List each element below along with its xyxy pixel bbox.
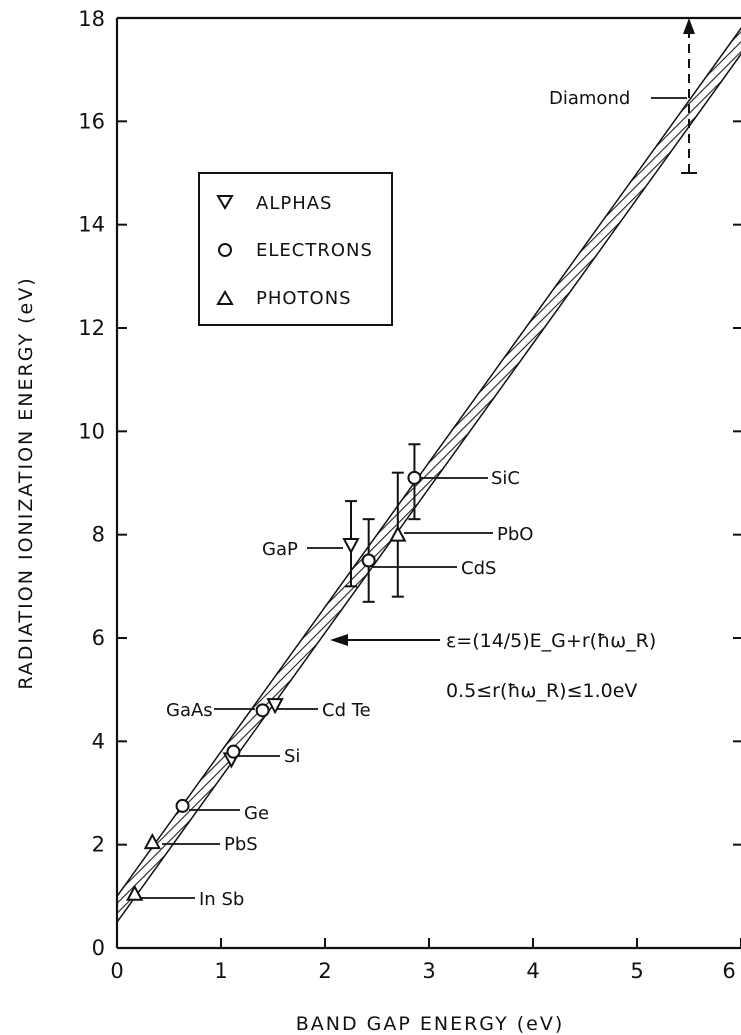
annotation-label: PbS xyxy=(224,834,258,855)
annotation-label: GaAs xyxy=(166,700,213,721)
fit-band xyxy=(117,27,741,924)
y-axis-title: RADIATION IONIZATION ENERGY (eV) xyxy=(15,276,37,689)
x-tick-label: 5 xyxy=(630,959,643,983)
legend: ALPHAS ELECTRONS PHOTONS xyxy=(198,172,393,326)
equation-line-2: 0.5≤r(ħω_R)≤1.0eV xyxy=(446,680,637,702)
annotation-label: Ge xyxy=(244,803,269,824)
photons-point xyxy=(143,832,162,850)
annotation-label: Cd Te xyxy=(322,700,371,721)
electrons-point xyxy=(255,703,270,718)
electrons-point xyxy=(226,744,241,759)
legend-electrons-label: ELECTRONS xyxy=(256,240,373,261)
x-axis-title: BAND GAP ENERGY (eV) xyxy=(296,1013,565,1035)
annotation-label: Si xyxy=(284,746,300,767)
y-tick-label: 16 xyxy=(78,109,105,133)
electrons-point xyxy=(407,470,422,485)
equation-arrow xyxy=(330,634,440,646)
y-tick-label: 8 xyxy=(92,523,105,547)
x-tick-label: 4 xyxy=(526,959,539,983)
y-tick-label: 2 xyxy=(92,833,105,857)
equation-line-1: ε=(14/5)E_G+r(ħω_R) xyxy=(446,630,656,652)
y-tick-label: 0 xyxy=(92,936,105,960)
electrons-point xyxy=(361,553,376,568)
x-tick-label: 0 xyxy=(110,959,123,983)
photons-point xyxy=(126,884,144,901)
legend-photons-label: PHOTONS xyxy=(256,288,352,309)
y-tick-label: 18 xyxy=(78,7,105,31)
y-tick-label: 10 xyxy=(78,419,105,443)
annotation-label: CdS xyxy=(461,558,496,579)
legend-alphas-label: ALPHAS xyxy=(256,193,332,214)
x-tick-label: 2 xyxy=(318,959,331,983)
legend-alphas-marker xyxy=(216,195,234,210)
x-tick-label: 1 xyxy=(214,959,227,983)
x-tick-label: 3 xyxy=(422,959,435,983)
photons-point xyxy=(389,525,407,542)
alphas-point xyxy=(266,698,284,715)
annotation-label: SiC xyxy=(491,468,520,489)
y-tick-label: 6 xyxy=(92,626,105,650)
y-tick-label: 4 xyxy=(92,729,105,753)
diamond-range xyxy=(681,18,697,174)
electrons-point xyxy=(175,798,190,813)
legend-electrons-marker xyxy=(218,243,232,257)
legend-photons-marker xyxy=(216,290,234,305)
alphas-point xyxy=(342,538,360,555)
annotation-label: PbO xyxy=(497,524,533,545)
annotation-label: GaP xyxy=(262,539,298,560)
annotation-label: Diamond xyxy=(549,88,630,109)
annotation-label: In Sb xyxy=(199,889,244,910)
y-tick-label: 14 xyxy=(78,213,105,237)
x-tick-label: 6 xyxy=(722,959,735,983)
y-tick-label: 12 xyxy=(78,316,105,340)
diamond-range-arrowhead xyxy=(683,18,695,34)
